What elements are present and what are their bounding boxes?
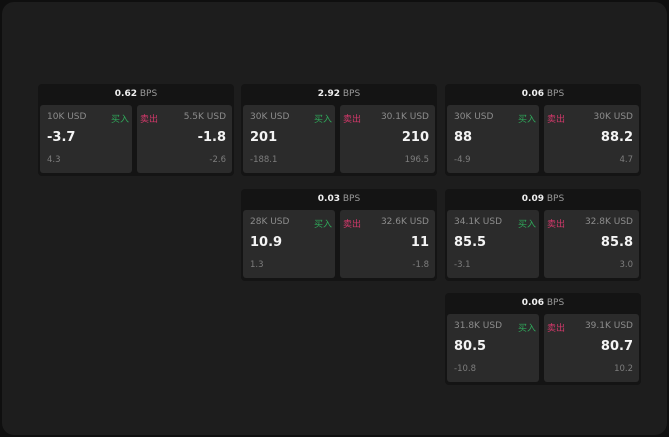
buy-label: 买入	[313, 220, 332, 230]
spread-unit: BPS	[546, 298, 565, 308]
spread-value: 0.06	[521, 89, 544, 99]
sell-label: 卖出	[140, 115, 159, 125]
ask-change: -1.8	[412, 260, 429, 270]
quote-panel: 2.92 BPS 30K USD 买入 201 -188.1 卖出 30.1K …	[241, 84, 437, 176]
bid-size: 30K USD	[250, 112, 290, 122]
bid-price: 80.5	[454, 339, 487, 354]
sell-cell[interactable]: 卖出 5.5K USD -1.8 -2.6	[137, 105, 232, 173]
bid-change: -4.9	[454, 155, 471, 165]
sell-cell[interactable]: 卖出 32.6K USD 11 -1.8	[340, 210, 435, 278]
spread-header: 0.06 BPS	[445, 293, 641, 313]
sell-label: 卖出	[547, 115, 566, 125]
bid-change: -188.1	[250, 155, 278, 165]
quote-panel: 0.62 BPS 10K USD 买入 -3.7 4.3 卖出 5.5K USD…	[38, 84, 234, 176]
spread-header: 0.62 BPS	[38, 84, 234, 104]
spread-value: 0.09	[521, 194, 544, 204]
ask-size: 30.1K USD	[380, 112, 429, 122]
ask-size: 32.8K USD	[584, 217, 633, 227]
ask-change: 3.0	[619, 260, 633, 270]
ask-price: 210	[401, 130, 429, 145]
bid-price: -3.7	[47, 130, 76, 145]
bid-size: 10K USD	[47, 112, 87, 122]
buy-label: 买入	[313, 115, 332, 125]
ask-price: 88.2	[600, 130, 633, 145]
buy-cell[interactable]: 30K USD 买入 201 -188.1	[243, 105, 335, 173]
sell-cell[interactable]: 卖出 30.1K USD 210 196.5	[340, 105, 435, 173]
ask-change: 10.2	[614, 364, 633, 374]
spread-unit: BPS	[139, 89, 158, 99]
spread-unit: BPS	[342, 194, 361, 204]
buy-cell[interactable]: 30K USD 买入 88 -4.9	[447, 105, 539, 173]
buy-label: 买入	[517, 220, 536, 230]
spread-value: 0.06	[521, 298, 544, 308]
ask-price: -1.8	[197, 130, 226, 145]
ask-price: 80.7	[600, 339, 633, 354]
quote-panel: 0.06 BPS 31.8K USD 买入 80.5 -10.8 卖出 39.1…	[445, 293, 641, 385]
bid-change: 4.3	[47, 155, 61, 165]
ask-change: -2.6	[209, 155, 226, 165]
sell-label: 卖出	[343, 115, 362, 125]
buy-label: 买入	[110, 115, 129, 125]
buy-cell[interactable]: 10K USD 买入 -3.7 4.3	[40, 105, 132, 173]
buy-cell[interactable]: 31.8K USD 买入 80.5 -10.8	[447, 314, 539, 382]
ask-price: 85.8	[600, 235, 633, 250]
bid-size: 34.1K USD	[454, 217, 503, 227]
bid-price: 85.5	[454, 235, 487, 250]
spread-value: 0.03	[317, 194, 340, 204]
ask-change: 4.7	[619, 155, 633, 165]
bid-size: 30K USD	[454, 112, 494, 122]
spread-unit: BPS	[546, 89, 565, 99]
bid-price: 10.9	[250, 235, 283, 250]
ask-size: 30K USD	[593, 112, 633, 122]
buy-label: 买入	[517, 324, 536, 334]
spread-header: 2.92 BPS	[241, 84, 437, 104]
bid-price: 201	[250, 130, 278, 145]
bid-size: 31.8K USD	[454, 321, 503, 331]
spread-value: 0.62	[114, 89, 137, 99]
bid-price: 88	[454, 130, 473, 145]
sell-label: 卖出	[343, 220, 362, 230]
bid-size: 28K USD	[250, 217, 290, 227]
quote-panel: 0.06 BPS 30K USD 买入 88 -4.9 卖出 30K USD 8…	[445, 84, 641, 176]
spread-unit: BPS	[546, 194, 565, 204]
quote-panel: 0.03 BPS 28K USD 买入 10.9 1.3 卖出 32.6K US…	[241, 189, 437, 281]
bid-change: 1.3	[250, 260, 264, 270]
sell-label: 卖出	[547, 324, 566, 334]
ask-size: 32.6K USD	[380, 217, 429, 227]
buy-cell[interactable]: 28K USD 买入 10.9 1.3	[243, 210, 335, 278]
spread-header: 0.03 BPS	[241, 189, 437, 209]
sell-cell[interactable]: 卖出 32.8K USD 85.8 3.0	[544, 210, 639, 278]
buy-label: 买入	[517, 115, 536, 125]
sell-label: 卖出	[547, 220, 566, 230]
ask-change: 196.5	[404, 155, 429, 165]
ask-size: 5.5K USD	[183, 112, 226, 122]
buy-cell[interactable]: 34.1K USD 买入 85.5 -3.1	[447, 210, 539, 278]
spread-value: 2.92	[317, 89, 340, 99]
ask-price: 11	[410, 235, 429, 250]
quote-panel: 0.09 BPS 34.1K USD 买入 85.5 -3.1 卖出 32.8K…	[445, 189, 641, 281]
spread-header: 0.06 BPS	[445, 84, 641, 104]
spread-unit: BPS	[342, 89, 361, 99]
ask-size: 39.1K USD	[584, 321, 633, 331]
bid-change: -10.8	[454, 364, 476, 374]
sell-cell[interactable]: 卖出 39.1K USD 80.7 10.2	[544, 314, 639, 382]
spread-header: 0.09 BPS	[445, 189, 641, 209]
sell-cell[interactable]: 卖出 30K USD 88.2 4.7	[544, 105, 639, 173]
bid-change: -3.1	[454, 260, 471, 270]
